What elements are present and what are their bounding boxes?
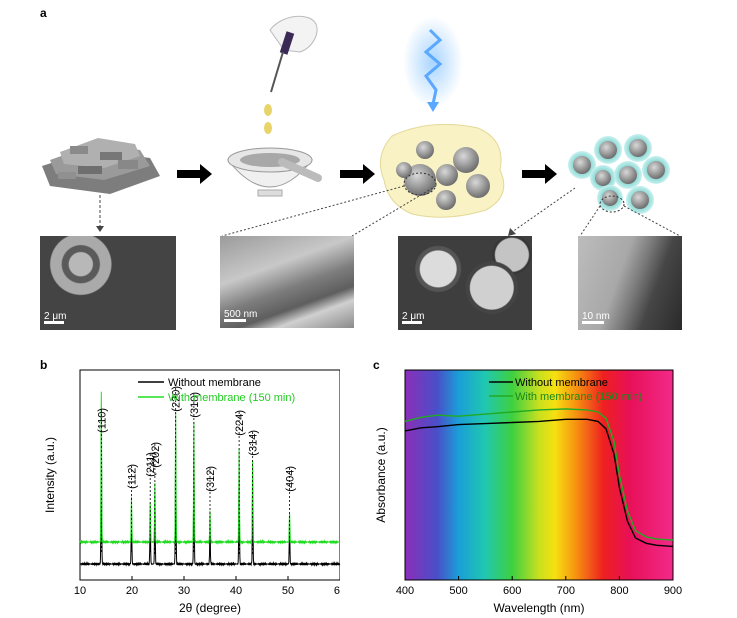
series-line [79,391,340,545]
peak-label: (314) [248,430,260,456]
legend-label: With membrane (150 min) [168,392,295,404]
scale-label: 2 μm [44,311,67,322]
x-tick-label: 500 [449,585,467,597]
scale-label: 10 nm [582,311,610,322]
peak-label: (404) [285,466,297,492]
x-tick-label: 700 [557,585,575,597]
peak-label: (211) [145,452,157,477]
legend-label: Without membrane [168,377,261,389]
membrane-icon [379,123,505,218]
scale-label: 2 μm [402,311,425,322]
arrow-right-icon [522,164,557,184]
spectrum-background [405,370,673,580]
x-tick-label: 900 [664,585,682,597]
xrd-chart: (110) (112) (211)(202) (220) (310) (312) (224)… [43,369,340,615]
peak-label: (224) [234,410,246,436]
legend-label: With membrane (150 min) [515,391,642,403]
mortar-icon [226,147,322,197]
x-tick-label: 60 [334,585,340,597]
panel-c-label: c [373,358,380,372]
peak-label: (202) [150,442,162,468]
x-tick-label: 400 [396,585,414,597]
arrow-right-icon [340,164,375,184]
scale-label: 500 nm [224,309,258,320]
sem-image-irradiated: 2 μm [398,236,532,330]
x-tick-label: 40 [230,585,242,597]
peak-label: (110) [96,408,108,433]
x-tick-label: 30 [178,585,190,597]
plot-frame [79,369,340,581]
series-line [404,408,674,541]
x-tick-label: 20 [126,585,138,597]
coated-particles-icon [568,134,670,214]
peak-label: (312) [205,466,217,492]
series-line [404,418,674,548]
crystal-stack-icon [42,138,160,194]
y-axis-label: Intensity (a.u.) [43,437,57,513]
schematic [42,15,681,237]
legend-label: Without membrane [515,377,608,389]
x-axis-label: Wavelength (nm) [494,601,585,615]
arrow-right-icon [177,164,212,184]
x-tick-label: 10 [74,585,86,597]
panel-b-label: b [40,358,48,372]
peak-label: (220) [171,386,183,412]
tem-image-coating: 10 nm [578,236,682,330]
peak-label: (112) [126,464,138,489]
peak-label: (310) [189,392,201,418]
light-wave-icon [423,28,443,105]
x-axis-label: 2θ (degree) [179,601,241,615]
panel-a-label: a [40,6,47,20]
sem-image-precursor: 2 μm [40,236,176,330]
x-tick-label: 50 [282,585,294,597]
x-tick-label: 600 [503,585,521,597]
sem-image-mixture: 500 nm [220,236,354,328]
x-tick-label: 800 [610,585,628,597]
plot-frame [404,369,674,581]
y-axis-label: Absorbance (a.u.) [374,427,388,522]
dropper-icon [264,15,318,134]
absorbance-chart: 400 500 600 700 800 900 Wavelength (nm) Absorba… [374,369,682,615]
